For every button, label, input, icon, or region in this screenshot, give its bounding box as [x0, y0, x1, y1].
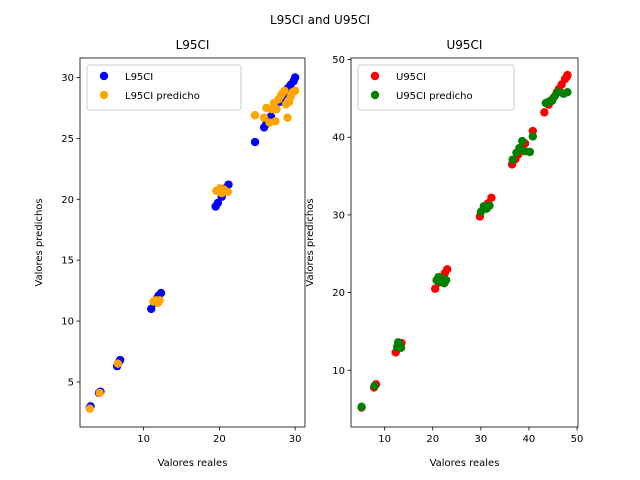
- chart-0-series-1-point: [85, 404, 95, 413]
- chart-0-series-1-point: [280, 86, 289, 96]
- chart-1-x-tick-label: 30: [474, 434, 487, 445]
- chart-0-x-tick-label: 20: [213, 434, 226, 445]
- chart-0-legend: [86, 64, 242, 111]
- chart-1-series-1-point: [563, 87, 572, 97]
- chart-0-legend-marker: [99, 71, 109, 81]
- chart-1-series-1-point: [525, 147, 535, 157]
- chart-0-series-1-point: [95, 388, 104, 398]
- chart-0-y-tick-label: 10: [61, 317, 74, 328]
- chart-1-legend: [357, 64, 515, 111]
- chart-0-y-axis-label: Valores predichos: [34, 198, 45, 286]
- chart-0-series-1-point: [272, 104, 281, 114]
- chart-0-panel: 10 20 30 5 10 15 20 25 30 L95CI Valores reales Valo…: [34, 38, 306, 469]
- chart-1-series-1-point: [357, 402, 366, 411]
- chart-1-series-1-point: [442, 275, 451, 285]
- chart-1-series-1-point: [393, 338, 403, 347]
- chart-0-x-axis-label: Valores reales: [158, 458, 228, 469]
- chart-1-series-0-point: [442, 265, 452, 274]
- chart-0-legend-label: L95CI predicho: [125, 91, 200, 102]
- chart-0-y-tick-label: 30: [61, 73, 74, 84]
- chart-0-x-tick-label: 10: [137, 434, 150, 445]
- chart-0-series-0-point: [290, 73, 300, 82]
- chart-0-series-1-point: [259, 113, 269, 122]
- chart-0-series-1-point: [217, 188, 226, 198]
- chart-0-series-1-point: [290, 86, 300, 96]
- chart-0-series-0-point: [213, 198, 223, 208]
- chart-0-y-tick-label: 15: [61, 256, 74, 267]
- chart-1-series-0-point: [562, 72, 572, 81]
- chart-1-title: U95CI: [447, 38, 483, 52]
- chart-0-y-tick-label: 20: [61, 195, 74, 206]
- chart-1-plot-area: [351, 58, 578, 427]
- chart-1-x-tick-label: 20: [426, 434, 439, 445]
- chart-0-x-tick-label: 30: [289, 434, 302, 445]
- chart-0-legend-label: L95CI: [125, 72, 153, 83]
- chart-1-x-axis-label: Valores reales: [430, 458, 500, 469]
- chart-1-y-tick-label: 50: [332, 55, 345, 66]
- chart-1-series-1-point: [370, 381, 379, 391]
- chart-1-y-tick-label: 30: [332, 210, 345, 221]
- chart-1-series-0-point: [487, 193, 496, 203]
- chart-0-series-1-point: [250, 111, 260, 120]
- chart-0-series-1-point: [153, 298, 163, 307]
- chart-1-axes-frame: [350, 57, 579, 428]
- chart-1-legend-label: U95CI: [396, 72, 426, 83]
- chart-0-y-tick-label: 5: [68, 377, 74, 388]
- chart-0-legend-marker: [99, 90, 109, 100]
- chart-1-series-1-point: [528, 132, 537, 141]
- chart-0-title: L95CI: [176, 38, 210, 52]
- chart-1-y-tick-label: 20: [332, 288, 345, 299]
- chart-0-axes-frame: [79, 57, 306, 428]
- chart-0-y-tick-label: 25: [61, 134, 74, 145]
- chart-0-series-1-point: [113, 359, 123, 368]
- chart-1-x-tick-label: 40: [523, 434, 536, 445]
- chart-0-series-1-point: [271, 117, 280, 126]
- chart-1-panel: 10 20 30 40 50 10 20 30 40 50 U95CI Valores reales V…: [305, 38, 583, 469]
- chart-1-series-1-point: [485, 201, 494, 210]
- chart-1-x-tick-label: 50: [571, 434, 584, 445]
- chart-1-legend-label: U95CI predicho: [396, 91, 473, 102]
- chart-1-y-tick-label: 40: [332, 133, 345, 144]
- chart-1-legend-marker: [370, 90, 380, 100]
- chart-1-y-axis-label: Valores predichos: [305, 198, 316, 286]
- chart-1-legend-marker: [370, 71, 380, 81]
- chart-1-series-1-point: [508, 155, 517, 164]
- chart-1-x-tick-label: 10: [378, 434, 391, 445]
- figure-suptitle: L95CI and U95CI: [270, 13, 370, 27]
- chart-0-series-0-point: [250, 137, 260, 147]
- chart-1-series-0-point: [540, 108, 549, 117]
- chart-1-series-1-point: [518, 136, 527, 146]
- chart-1-series-0-point: [430, 284, 440, 293]
- chart-1-y-tick-label: 10: [332, 366, 345, 377]
- chart-0-series-1-point: [283, 113, 292, 122]
